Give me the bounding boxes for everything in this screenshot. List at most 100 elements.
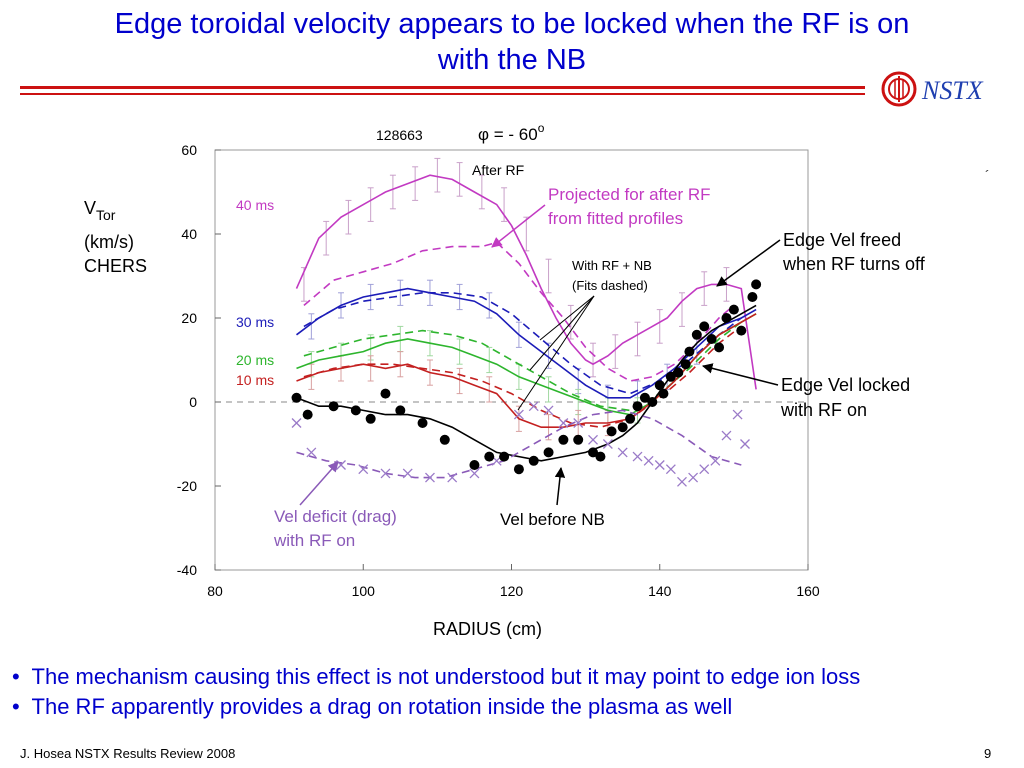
phi-superscript: o (538, 121, 545, 135)
black-data-point (617, 422, 628, 433)
purple-cross-point (336, 460, 346, 470)
purple-cross-point (469, 468, 480, 479)
purple-cross-point (513, 409, 524, 420)
black-data-point (647, 397, 658, 407)
annotation-locked-2: with RF on (780, 400, 867, 420)
arrow-freed (716, 239, 781, 287)
black-data-point (484, 451, 495, 462)
y-tick-label: -40 (177, 562, 197, 578)
x-tick-label: 100 (352, 583, 376, 599)
annotation-freed-1: Edge Vel freed (783, 230, 901, 250)
purple-cross-points (291, 401, 750, 487)
slide-title-line1: Edge toroidal velocity appears to be loc… (114, 8, 910, 40)
bullet-marker-2: • (12, 694, 20, 719)
logo-text: NSTX (922, 76, 983, 105)
axis-ticks: 80 100 120 140 160 60 40 20 0 -20 -40 (177, 142, 820, 599)
black-data-point (714, 342, 725, 353)
arrow-deficit (299, 461, 339, 506)
black-data-point (699, 321, 710, 332)
black-data-point (513, 464, 524, 475)
stray-mark: ´ (985, 167, 990, 183)
black-data-point (558, 434, 569, 445)
velocity-chart: 128663 φ = - 60o VTor (km/s) CHERS 80 100… (84, 121, 990, 639)
purple-cross-point (721, 430, 732, 441)
arrow-with-rf-c (517, 295, 595, 411)
purple-cross-point (643, 455, 654, 466)
bullet-list: • The mechanism causing this effect is n… (12, 662, 860, 722)
black-data-point (595, 451, 606, 462)
black-data-point (728, 304, 739, 315)
purple-cross-point (740, 439, 750, 449)
annotation-before-nb: Vel before NB (500, 510, 605, 529)
black-data-point (291, 392, 302, 403)
annotation-with-rf-1: With RF + NB (572, 258, 652, 273)
black-data-point (469, 460, 480, 470)
black-data-point (751, 279, 762, 290)
series-line-40-ms-fit (303, 241, 735, 382)
black-data-point (632, 401, 643, 412)
black-data-point (350, 405, 361, 416)
series-line-30-ms-fit (303, 291, 742, 395)
x-tick-label: 80 (207, 583, 223, 599)
black-data-point (684, 346, 695, 357)
purple-cross-point (654, 460, 665, 470)
annotation-locked-1: Edge Vel locked (781, 375, 910, 395)
phi-label-text: φ = - 60 (478, 125, 538, 144)
page-number: 9 (984, 746, 992, 761)
series-line-vel-before-nb-fit (296, 304, 757, 462)
y-tick-label: 40 (181, 226, 197, 242)
y-tick-label: 0 (189, 394, 197, 410)
slide-title: Edge toroidal velocity appears to be loc… (30, 6, 994, 78)
black-data-point (528, 455, 539, 466)
black-data-point (543, 447, 554, 458)
black-data-point (639, 392, 650, 403)
black-data-point (673, 367, 684, 378)
black-data-point (417, 418, 428, 428)
arrow-with-rf-a (539, 295, 595, 341)
purple-cross-point (699, 464, 710, 475)
nstx-logo-icon (881, 71, 917, 107)
purple-cross-point (632, 451, 643, 462)
black-dot-points (291, 279, 762, 475)
label-10ms: 10 ms (236, 372, 274, 388)
black-data-point (395, 405, 406, 416)
y-label-units: (km/s) (84, 232, 134, 252)
black-data-point (380, 388, 391, 399)
black-data-point (573, 434, 584, 445)
annotation-projected-1: Projected for after RF (548, 185, 711, 204)
annotation-deficit-1: Vel deficit (drag) (274, 507, 397, 526)
bullet-item-1: • The mechanism causing this effect is n… (12, 662, 860, 692)
phi-label: φ = - 60o (478, 121, 545, 144)
purple-cross-point (602, 439, 613, 449)
annotation-deficit-2: with RF on (273, 531, 355, 550)
x-tick-label: 140 (648, 583, 672, 599)
black-data-point (328, 401, 339, 412)
bullet-marker-1: • (12, 664, 20, 689)
purple-cross-point (588, 434, 598, 445)
purple-cross-point (558, 418, 569, 428)
black-data-point (691, 329, 702, 340)
series-line-vel-deficit-fit (296, 409, 742, 479)
title-rule-top (20, 86, 865, 89)
y-label-v: VTor (84, 198, 116, 223)
black-data-point (499, 451, 510, 462)
black-data-point (658, 388, 669, 399)
series-line-30-ms (296, 287, 757, 399)
purple-cross-point (677, 476, 687, 487)
y-label-chers: CHERS (84, 256, 147, 276)
purple-cross-point (573, 418, 584, 428)
purple-cross-point (306, 447, 317, 458)
black-data-point (747, 292, 758, 302)
footer-text: J. Hosea NSTX Results Review 2008 (20, 746, 236, 761)
black-data-point (680, 359, 691, 370)
y-label-v-main: V (84, 198, 96, 218)
slide-title-line2: with the NB (437, 44, 587, 76)
bullet-text-1: The mechanism causing this effect is not… (31, 664, 861, 689)
purple-cross-point (447, 472, 458, 483)
purple-cross-point (425, 472, 435, 483)
shot-label: 128663 (376, 127, 423, 143)
arrow-with-rf-b (529, 295, 595, 371)
bullet-item-2: • The RF apparently provides a drag on r… (12, 692, 860, 722)
series-line-40-ms (295, 174, 757, 390)
purple-cross-point (358, 464, 369, 475)
